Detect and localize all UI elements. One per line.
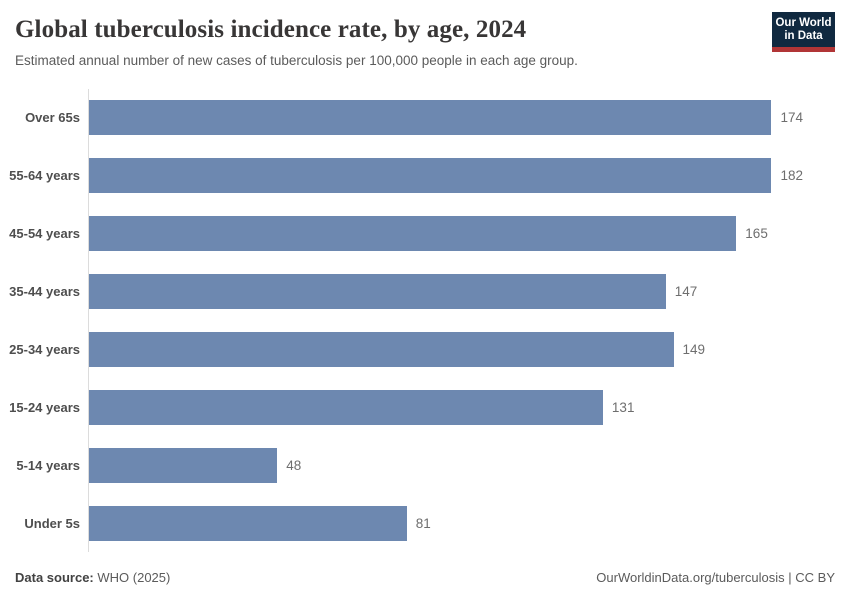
bar-track: 165 xyxy=(89,216,803,252)
owid-link[interactable]: OurWorldinData.org/tuberculosis xyxy=(596,570,785,585)
bar-chart-plot-area: Over 65s 174 55-64 years 182 45-54 years 165 3… xyxy=(0,89,850,552)
bar-track: 131 xyxy=(89,389,803,425)
bar-row: Over 65s 174 xyxy=(0,89,850,147)
bar-row: 5-14 years 48 xyxy=(0,436,850,494)
value-label: 182 xyxy=(780,168,803,184)
bar xyxy=(89,447,278,483)
bar-rows: Over 65s 174 55-64 years 182 45-54 years 165 3… xyxy=(0,89,850,552)
data-source: Data source: WHO (2025) xyxy=(15,570,170,585)
chart-subtitle: Estimated annual number of new cases of … xyxy=(15,53,578,68)
value-label: 147 xyxy=(674,284,698,300)
bar-row: 35-44 years 147 xyxy=(0,263,850,321)
value-label: 48 xyxy=(286,457,302,473)
category-label: Over 65s xyxy=(25,110,80,126)
value-label: 165 xyxy=(745,226,768,242)
value-label: 131 xyxy=(611,399,635,415)
bar-track: 174 xyxy=(89,100,803,136)
attribution-separator: | xyxy=(788,570,792,585)
category-label: 5-14 years xyxy=(16,457,80,473)
category-label: 35-44 years xyxy=(9,284,80,300)
bar-row: 15-24 years 131 xyxy=(0,378,850,436)
bar xyxy=(89,505,407,541)
data-source-label: Data source: xyxy=(15,570,94,585)
bar xyxy=(89,216,737,252)
category-label: 55-64 years xyxy=(9,168,80,184)
category-label: 25-34 years xyxy=(9,341,80,357)
bar-row: 45-54 years 165 xyxy=(0,205,850,263)
bar xyxy=(89,389,603,425)
bar xyxy=(89,100,772,136)
bar-track: 81 xyxy=(89,505,803,541)
category-label: 15-24 years xyxy=(9,399,80,415)
attribution: OurWorldinData.org/tuberculosis | CC BY xyxy=(596,570,835,585)
category-label: 45-54 years xyxy=(9,226,80,242)
bar-row: Under 5s 81 xyxy=(0,494,850,552)
bar-row: 55-64 years 182 xyxy=(0,147,850,205)
owid-logo: Our World in Data xyxy=(772,12,835,52)
bar-row: 25-34 years 149 xyxy=(0,321,850,379)
license-label: CC BY xyxy=(795,570,835,585)
logo-line-1: Our World xyxy=(775,17,832,29)
y-axis-line xyxy=(88,89,89,552)
value-label: 81 xyxy=(415,515,431,531)
bar-track: 147 xyxy=(89,274,803,310)
chart-footer: Data source: WHO (2025) OurWorldinData.o… xyxy=(15,570,835,585)
value-label: 174 xyxy=(780,110,803,126)
bar xyxy=(89,158,772,194)
page-title: Global tuberculosis incidence rate, by a… xyxy=(15,16,527,43)
bar-track: 48 xyxy=(89,447,803,483)
bar xyxy=(89,274,666,310)
value-label: 149 xyxy=(682,341,706,357)
data-source-value: WHO (2025) xyxy=(97,570,171,585)
bar-track: 149 xyxy=(89,331,803,367)
category-label: Under 5s xyxy=(24,515,80,531)
bar-track: 182 xyxy=(89,158,803,194)
bar xyxy=(89,331,674,367)
logo-line-2: in Data xyxy=(784,30,823,42)
